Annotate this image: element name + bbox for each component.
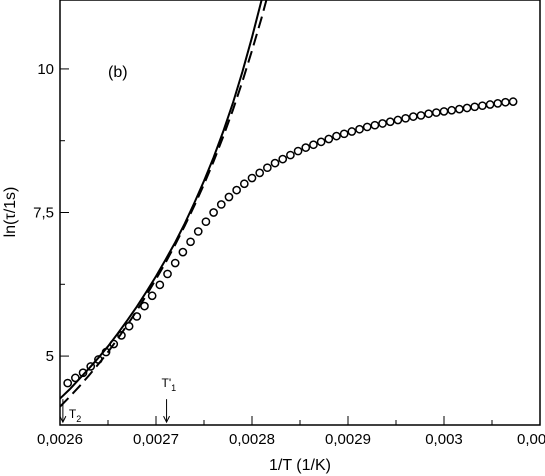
data-point: [478, 101, 487, 111]
plot-frame: [59, 0, 541, 426]
data-point: [455, 104, 464, 114]
data-point: [232, 185, 241, 195]
data-point: [493, 99, 503, 108]
y-axis-label: ln(τ/1s): [2, 187, 19, 238]
data-point: [439, 107, 449, 116]
data-point: [239, 179, 249, 189]
data-point: [424, 109, 433, 119]
data-point: [178, 247, 188, 257]
data-point: [416, 111, 426, 120]
data-point: [401, 113, 410, 123]
data-point: [324, 134, 334, 144]
data-point: [109, 339, 119, 349]
data-point: [86, 362, 96, 371]
data-point: [370, 120, 380, 130]
fit-lines: [60, 0, 268, 408]
y-tick-label: 10: [37, 61, 54, 78]
data-point: [309, 140, 318, 150]
data-point: [247, 173, 257, 183]
data-point: [71, 373, 80, 383]
data-point: [155, 280, 165, 290]
data-point: [186, 237, 195, 247]
data-point: [431, 108, 441, 117]
data-point: [193, 227, 203, 236]
data-point: [286, 150, 295, 160]
data-point: [462, 103, 472, 113]
temperature-markers: T2 T'1: [59, 376, 177, 424]
data-points: [63, 97, 518, 388]
data-point: [224, 192, 234, 202]
data-point: [378, 119, 387, 128]
data-point: [408, 112, 418, 121]
data-point: [347, 127, 357, 136]
data-point: [170, 258, 180, 268]
data-point: [263, 163, 272, 173]
data-point: [124, 321, 134, 331]
y-axis-ticks: 5 7,5 10: [33, 61, 69, 365]
data-point: [332, 131, 341, 141]
data-point: [316, 137, 326, 147]
y-tick-label: 5: [46, 348, 54, 365]
data-point: [385, 117, 395, 127]
data-point: [508, 97, 518, 107]
x-axis-ticks: 0,0026 0,0027 0,0028 0,0029 0,003 0,0031: [37, 416, 545, 448]
x-tick-label: 0,0028: [229, 431, 275, 448]
x-tick-label: 0,0031: [517, 431, 545, 448]
data-point: [94, 355, 103, 364]
marker-arrowhead: [163, 415, 171, 424]
data-point: [255, 168, 265, 178]
data-point: [140, 301, 149, 311]
data-point: [163, 269, 172, 279]
data-point: [301, 143, 311, 152]
data-point: [470, 102, 480, 112]
x-axis-label: 1/T (1/K): [269, 457, 331, 474]
data-point: [147, 291, 157, 301]
data-point: [339, 129, 349, 139]
plot-area: [60, 0, 518, 408]
data-point: [293, 146, 303, 156]
marker-label: T2: [69, 407, 81, 424]
data-point: [355, 124, 364, 134]
dashed-fit-line: [60, 0, 268, 408]
data-point: [362, 122, 372, 132]
x-tick-label: 0,0029: [325, 431, 371, 448]
data-point: [393, 115, 403, 125]
y-tick-label: 7,5: [33, 205, 54, 222]
data-point: [216, 200, 226, 209]
x-tick-label: 0,0026: [37, 431, 83, 448]
data-point: [78, 368, 88, 378]
data-point: [63, 378, 73, 388]
panel-label: (b): [108, 64, 128, 81]
data-point: [278, 154, 288, 164]
x-tick-label: 0,003: [425, 431, 463, 448]
marker-arrowhead: [59, 415, 67, 424]
data-point: [270, 158, 280, 168]
x-tick-label: 0,0027: [133, 431, 179, 448]
data-point: [101, 347, 111, 357]
data-point: [201, 217, 211, 227]
data-point: [485, 100, 495, 109]
data-point: [447, 105, 457, 115]
data-point: [501, 97, 510, 107]
data-point: [117, 331, 126, 340]
data-point: [132, 312, 142, 321]
marker-label: T'1: [162, 376, 177, 393]
data-point: [209, 208, 218, 217]
